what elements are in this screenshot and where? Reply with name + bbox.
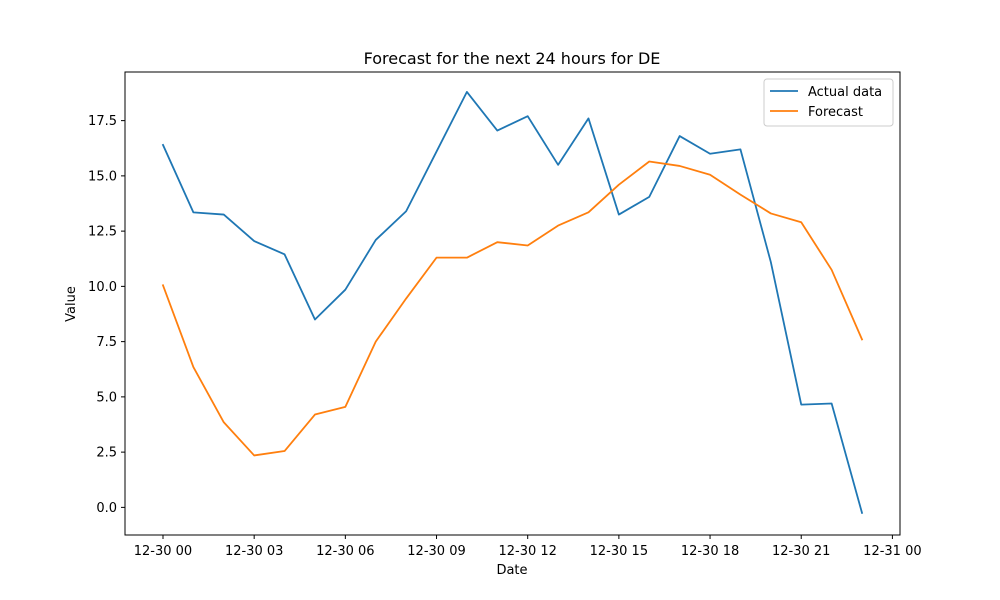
x-tick-label: 12-30 03 [225, 544, 283, 559]
axes-frame [124, 71, 901, 536]
legend-label: Forecast [808, 105, 863, 120]
chart-title: Forecast for the next 24 hours for DE [364, 49, 661, 68]
series-line-1 [161, 160, 864, 457]
y-tick-label: 12.5 [88, 225, 117, 240]
y-tick-label: 5.0 [96, 390, 117, 405]
x-tick-label: 12-30 15 [590, 544, 648, 559]
plot-area: 12-30 00 12-30 03 12-30 06 12-30 09 12-30 12… [88, 71, 922, 559]
y-tick-label: 17.5 [88, 114, 117, 129]
x-tick-label: 12-30 09 [407, 544, 465, 559]
legend-label: Actual data [808, 85, 882, 100]
y-tick-label: 0.0 [96, 501, 117, 516]
x-tick-label: 12-31 00 [863, 544, 921, 559]
x-tick-label: 12-30 06 [316, 544, 374, 559]
x-tick-label: 12-30 12 [498, 544, 556, 559]
x-axis-title: Date [496, 563, 527, 578]
x-tick-label: 12-30 00 [134, 544, 192, 559]
y-tick-label: 15.0 [88, 169, 117, 184]
y-tick-label: 10.0 [88, 280, 117, 295]
series-line-0 [161, 90, 864, 515]
y-tick-label: 7.5 [96, 335, 117, 350]
x-tick-label: 12-30 18 [681, 544, 739, 559]
y-axis-title: Value [64, 286, 79, 322]
y-tick-label: 2.5 [96, 446, 117, 461]
x-tick-label: 12-30 21 [772, 544, 830, 559]
